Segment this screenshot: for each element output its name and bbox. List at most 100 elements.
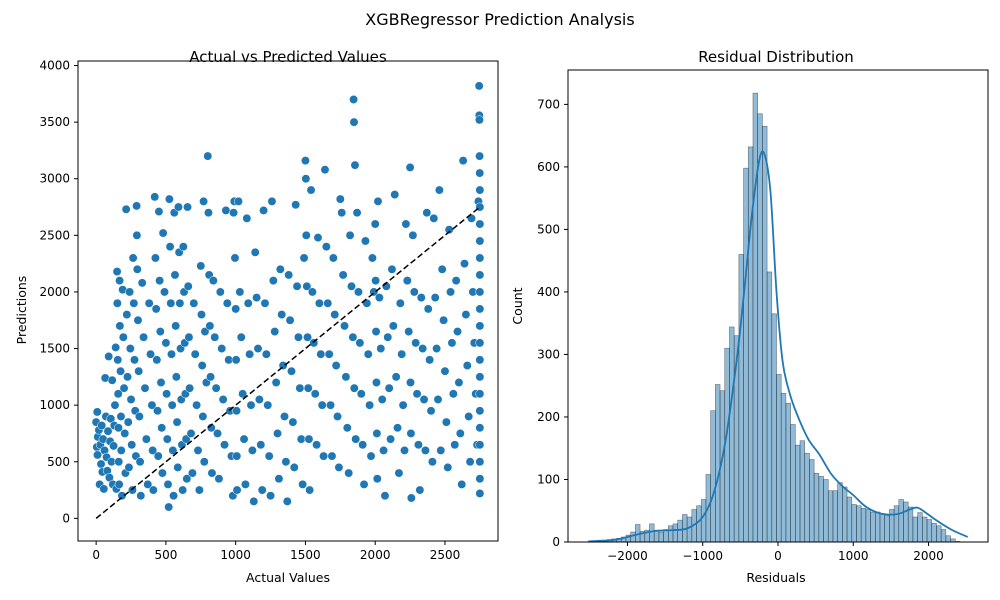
- histogram-bar: [677, 519, 683, 543]
- scatter-point: [411, 338, 421, 348]
- histogram-bar: [912, 516, 918, 543]
- scatter-point: [198, 412, 208, 421]
- scatter-point: [307, 287, 317, 297]
- scatter-point: [292, 281, 302, 291]
- scatter-point: [128, 253, 138, 263]
- scatter-point: [363, 349, 373, 359]
- scatter-point: [372, 378, 381, 387]
- histogram-bar: [672, 523, 679, 543]
- scatter-point: [127, 440, 137, 450]
- scatter-point: [455, 429, 465, 438]
- scatter-point: [197, 361, 207, 370]
- scatter-point: [301, 174, 311, 184]
- scatter-point: [444, 225, 454, 235]
- scatter-point: [192, 400, 202, 410]
- histogram-bar: [893, 505, 900, 543]
- scatter-point: [422, 208, 432, 218]
- scatter-point: [154, 207, 164, 217]
- scatter-point: [185, 383, 195, 393]
- scatter-point: [92, 407, 102, 417]
- scatter-point: [199, 457, 209, 467]
- scatter-point: [298, 479, 308, 489]
- scatter-point: [475, 355, 485, 365]
- histogram-bar: [898, 499, 904, 543]
- scatter-point: [170, 270, 180, 280]
- scatter-point: [306, 185, 316, 195]
- scatter-point: [250, 247, 260, 257]
- scatter-point: [156, 378, 166, 387]
- scatter-point: [415, 485, 425, 495]
- scatter-point: [164, 194, 174, 204]
- scatter-point: [164, 502, 174, 512]
- scatter-point: [429, 213, 439, 223]
- scatter-point: [475, 489, 485, 498]
- histogram-bar: [790, 424, 796, 543]
- scatter-point: [356, 389, 366, 399]
- scatter-point: [450, 440, 460, 450]
- histogram-bar: [686, 516, 693, 543]
- histogram-y-tick-label: 500: [537, 222, 560, 236]
- scatter-point: [232, 485, 242, 495]
- scatter-point: [172, 417, 182, 427]
- scatter-point: [93, 450, 102, 460]
- scatter-point: [475, 423, 485, 433]
- scatter-point: [259, 205, 269, 215]
- scatter-point: [401, 219, 411, 229]
- scatter-point: [425, 355, 435, 365]
- histogram-y-tick-label: 600: [537, 160, 560, 174]
- scatter-point: [114, 457, 124, 467]
- scatter-point: [340, 321, 349, 331]
- scatter-point: [210, 332, 220, 342]
- scatter-point: [266, 491, 276, 501]
- scatter-point: [234, 196, 243, 206]
- scatter-x-ticks: 0 500 1000 1500 2000 2500: [92, 541, 460, 562]
- scatter-point: [123, 372, 132, 382]
- scatter-y-tick-label: 3500: [39, 115, 70, 129]
- histogram-bar: [630, 531, 636, 543]
- scatter-point: [112, 298, 122, 308]
- scatter-point: [260, 298, 270, 308]
- histogram-bar: [846, 496, 853, 543]
- scatter-point: [432, 344, 442, 353]
- scatter-point: [349, 95, 359, 104]
- scatter-point: [303, 383, 313, 393]
- histogram-bar: [696, 505, 702, 543]
- histogram-y-tick-label: 200: [537, 410, 560, 424]
- scatter-point: [148, 485, 158, 495]
- scatter-point: [418, 344, 428, 353]
- scatter-point: [97, 421, 107, 430]
- histogram-bar: [931, 522, 937, 543]
- scatter-point: [373, 196, 383, 206]
- scatter-point: [457, 479, 467, 489]
- scatter-point: [242, 213, 252, 223]
- scatter-point: [144, 298, 154, 308]
- histogram-y-tick-label: 400: [537, 285, 560, 299]
- scatter-point: [217, 344, 227, 353]
- scatter-point: [124, 462, 134, 472]
- scatter-point: [208, 276, 218, 286]
- scatter-point: [167, 400, 177, 410]
- scatter-point: [335, 194, 345, 204]
- scatter-point: [126, 395, 136, 404]
- scatter-point: [184, 332, 194, 342]
- scatter-point: [160, 287, 169, 297]
- scatter-point: [345, 230, 355, 240]
- scatter-point: [274, 474, 284, 484]
- scatter-point: [299, 253, 309, 263]
- scatter-point: [352, 208, 362, 218]
- histogram-bar: [884, 515, 890, 543]
- histogram-x-tick-label: 0: [774, 549, 782, 563]
- scatter-point: [166, 298, 176, 308]
- scatter-point: [331, 361, 341, 370]
- scatter-point: [291, 200, 301, 210]
- scatter-point: [214, 474, 224, 484]
- scatter-point: [254, 395, 264, 404]
- histogram-bar: [658, 531, 664, 543]
- scatter-point: [161, 338, 171, 348]
- scatter-x-tick-label: 2000: [360, 548, 391, 562]
- scatter-point: [372, 474, 382, 484]
- scatter-point: [412, 389, 422, 399]
- scatter-x-tick-label: 0: [92, 548, 100, 562]
- scatter-point: [153, 406, 162, 416]
